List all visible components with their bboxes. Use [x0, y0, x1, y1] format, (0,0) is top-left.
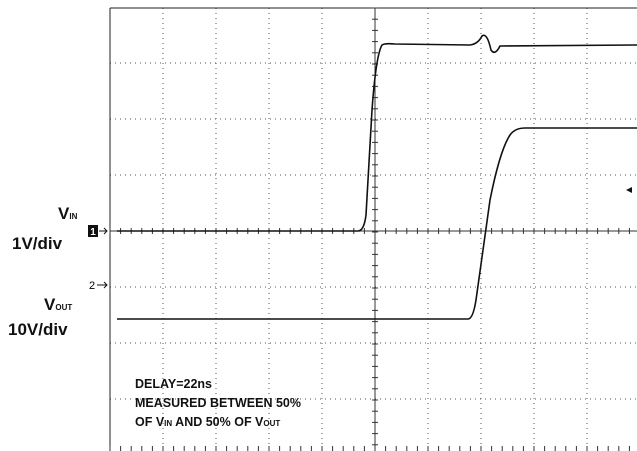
annotation-line: DELAY=22ns — [135, 377, 213, 391]
ch2-arrow — [97, 281, 108, 289]
ch2-trace — [117, 127, 637, 320]
annotation-text: OF V — [135, 415, 165, 429]
ch1-marker: 1 — [90, 227, 96, 238]
ch1-arrow — [99, 227, 108, 235]
ch1-subscript: IN — [69, 212, 78, 221]
annotation-line: MEASURED BETWEEN 50% — [135, 396, 301, 410]
ch2-subscript: OUT — [55, 303, 73, 312]
ch1-scale: 1V/div — [12, 234, 63, 253]
ch2-scale: 10V/div — [8, 320, 68, 339]
ch2-symbol: V — [44, 295, 56, 314]
ch2-label: VOUT — [44, 295, 72, 315]
annotation-line: OF VIN AND 50% OF VOUT — [135, 415, 280, 429]
ch1-marker-box — [88, 225, 98, 237]
trigger-marker — [626, 187, 632, 193]
ch1-label: VIN — [58, 204, 77, 224]
ch2-marker: 2 — [89, 280, 95, 292]
annotation-subscript: OUT — [263, 419, 281, 428]
annotation-subscript: IN — [164, 419, 173, 428]
annotation-text: AND 50% OF V — [172, 415, 264, 429]
ch1-symbol: V — [58, 204, 70, 223]
ch1-trace — [117, 34, 637, 232]
